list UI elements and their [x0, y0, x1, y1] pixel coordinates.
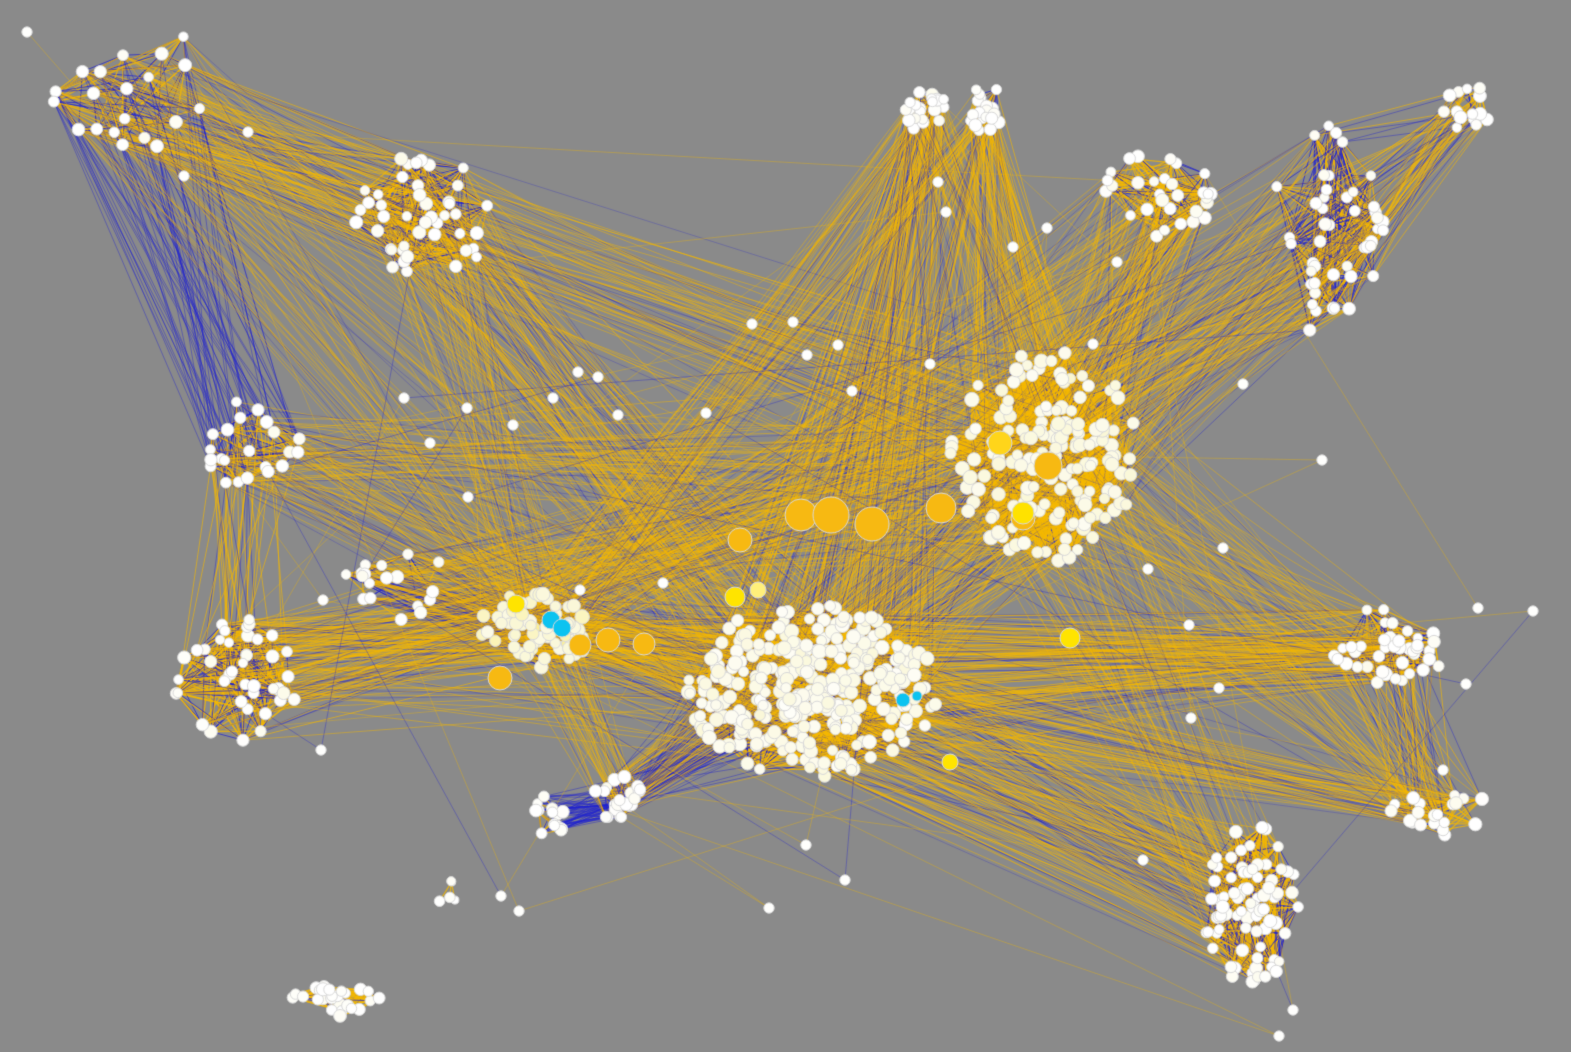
network-graph-plot[interactable]	[0, 0, 1571, 1052]
graph-visualization-canvas[interactable]: Force-Directed Network Graph	[0, 0, 1571, 1052]
